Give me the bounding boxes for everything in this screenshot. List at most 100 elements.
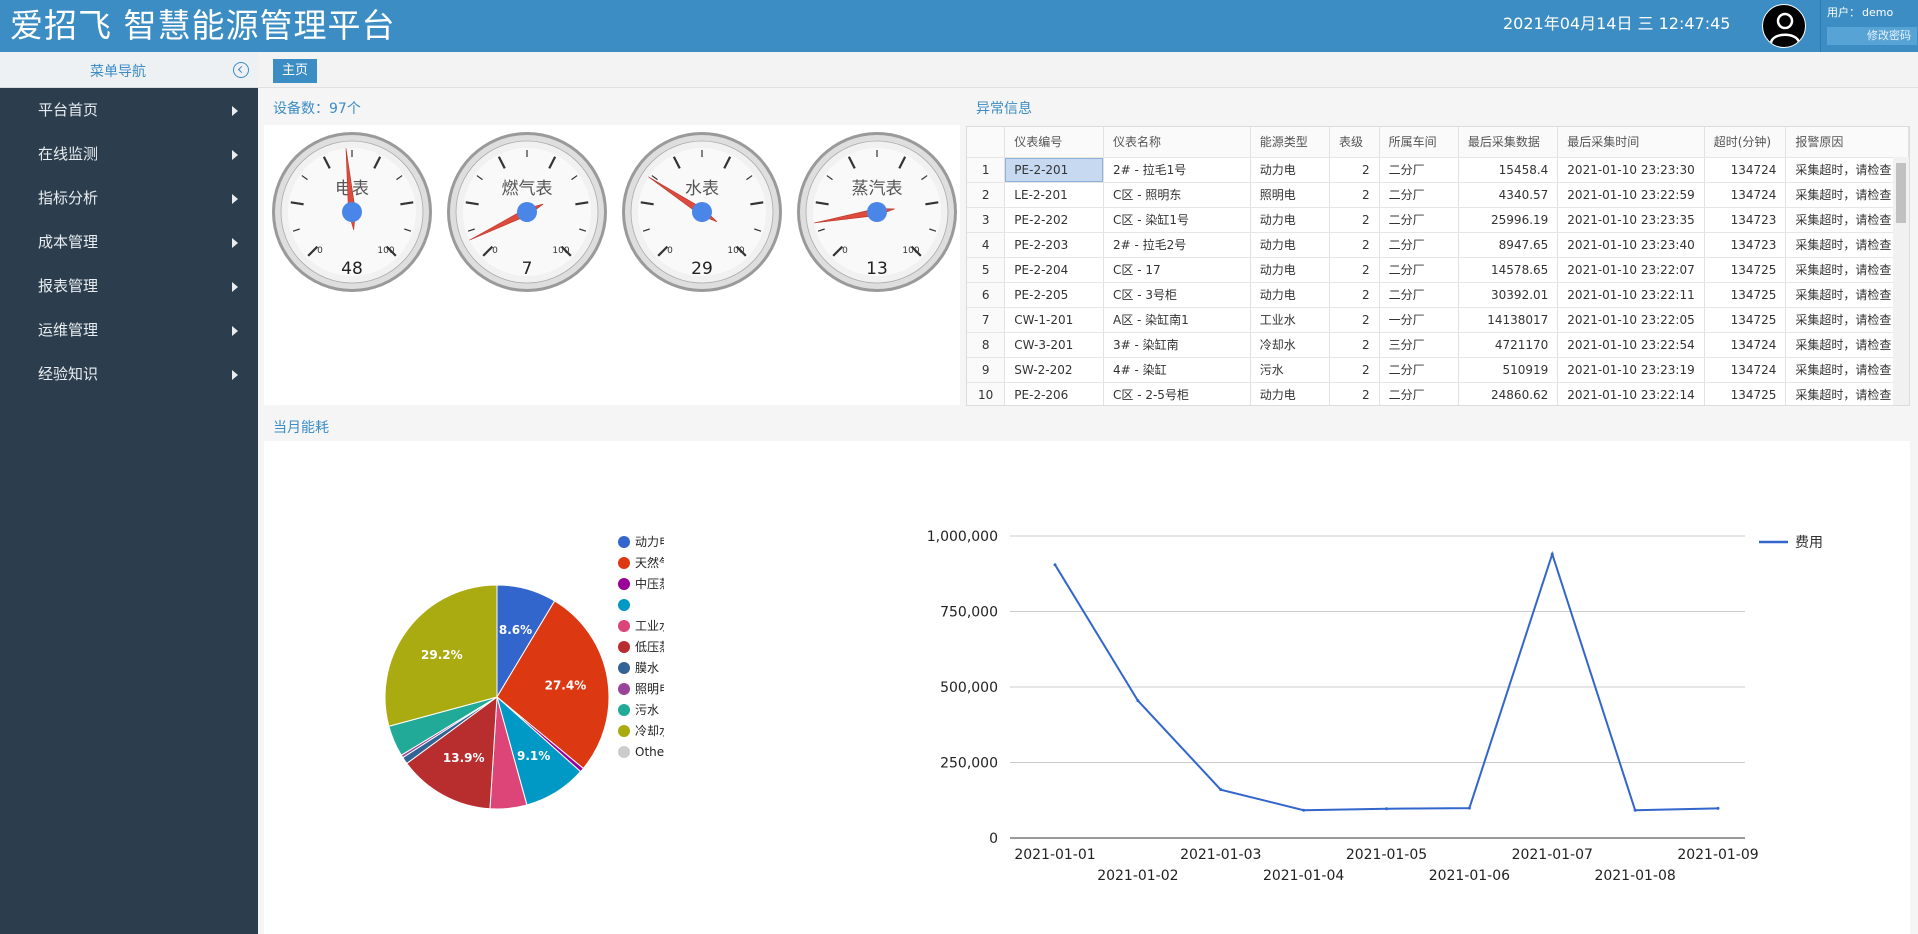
table-cell[interactable]: 冷却水 — [1250, 332, 1331, 358]
column-header[interactable]: 仪表名称 — [1103, 127, 1251, 158]
table-cell[interactable]: 2021-01-10 23:22:11 — [1557, 282, 1705, 308]
table-cell[interactable]: 2 — [1329, 182, 1380, 208]
table-cell[interactable]: 2021-01-10 23:22:14 — [1557, 382, 1705, 405]
table-scrollbar[interactable] — [1893, 157, 1909, 405]
table-cell[interactable]: 采集超时，请检查 — [1785, 282, 1909, 308]
table-row[interactable]: 3 PE-2-202 C区 - 染缸1号 动力电 2 二分厂 25996.19 2021-01… — [967, 207, 1909, 233]
table-cell[interactable]: C区 - 2-5号柜 — [1103, 382, 1251, 405]
collapse-sidebar-icon[interactable] — [233, 62, 249, 78]
pie-slice[interactable] — [384, 584, 498, 727]
table-row[interactable]: 2 LE-2-201 C区 - 照明东 照明电 2 二分厂 4340.57 2021-01-1… — [967, 182, 1909, 208]
table-cell[interactable]: 2 — [1329, 332, 1380, 358]
table-cell[interactable]: 采集超时，请检查 — [1785, 207, 1909, 233]
row-number-cell[interactable]: 4 — [967, 232, 1006, 258]
table-cell[interactable]: 2021-01-10 23:22:05 — [1557, 307, 1705, 333]
table-cell[interactable]: 采集超时，请检查 — [1785, 382, 1909, 405]
table-cell[interactable]: 14578.65 — [1458, 257, 1559, 283]
table-cell[interactable]: 134724 — [1704, 182, 1787, 208]
table-cell[interactable]: 134725 — [1704, 257, 1787, 283]
table-row[interactable]: 1 PE-2-201 2# - 拉毛1号 动力电 2 二分厂 15458.4 2021-01-… — [967, 157, 1909, 183]
table-cell[interactable]: 2 — [1329, 232, 1380, 258]
column-header[interactable]: 最后采集时间 — [1557, 127, 1705, 158]
column-header[interactable]: 仪表编号 — [1004, 127, 1104, 158]
table-cell[interactable]: 510919 — [1458, 357, 1559, 383]
legend-label[interactable]: 冷却水 — [635, 724, 664, 738]
table-cell[interactable]: 2021-01-10 23:23:19 — [1557, 357, 1705, 383]
table-cell[interactable]: 30392.01 — [1458, 282, 1559, 308]
series-line[interactable] — [1054, 550, 1719, 812]
table-row[interactable]: 9 SW-2-202 4# - 染缸 污水 2 二分厂 510919 2021-01-10 2… — [967, 357, 1909, 383]
row-number-cell[interactable]: 5 — [967, 257, 1006, 283]
table-cell[interactable]: 15458.4 — [1458, 157, 1559, 183]
legend-label[interactable]: 低压蒸汽 — [635, 639, 664, 654]
row-number-cell[interactable]: 3 — [967, 207, 1006, 233]
legend-label[interactable]: 天然气 — [635, 555, 664, 570]
table-cell[interactable]: 一分厂 — [1379, 307, 1459, 333]
table-cell[interactable]: 污水 — [1250, 357, 1331, 383]
table-cell[interactable]: C区 - 17 — [1103, 257, 1251, 283]
table-cell[interactable]: 动力电 — [1250, 232, 1331, 258]
data-point[interactable] — [1053, 563, 1057, 567]
table-cell[interactable]: 2021-01-10 23:23:35 — [1557, 207, 1705, 233]
table-cell[interactable]: PE-2-202 — [1004, 207, 1104, 233]
table-row[interactable]: 8 CW-3-201 3# - 染缸南 冷却水 2 三分厂 4721170 2021-01-1… — [967, 332, 1909, 358]
column-header[interactable]: 最后采集数据 — [1458, 127, 1559, 158]
row-number-cell[interactable]: 7 — [967, 307, 1006, 333]
legend-label[interactable]: 照明电 — [635, 682, 664, 696]
table-cell[interactable]: 2021-01-10 23:23:30 — [1557, 157, 1705, 183]
table-cell[interactable]: 25996.19 — [1458, 207, 1559, 233]
data-point[interactable] — [1550, 552, 1554, 556]
table-cell[interactable]: 动力电 — [1250, 282, 1331, 308]
sidebar-item-monitoring[interactable]: 在线监测 — [0, 132, 258, 176]
table-cell[interactable]: 二分厂 — [1379, 182, 1459, 208]
table-cell[interactable]: 2021-01-10 23:23:40 — [1557, 232, 1705, 258]
legend-label[interactable]: Other — [635, 745, 664, 759]
table-cell[interactable]: 4# - 染缸 — [1103, 357, 1251, 383]
table-cell[interactable]: 二分厂 — [1379, 232, 1459, 258]
column-header[interactable]: 所属车间 — [1379, 127, 1459, 158]
table-cell[interactable]: C区 - 染缸1号 — [1103, 207, 1251, 233]
data-point[interactable] — [1136, 699, 1140, 703]
table-cell[interactable]: CW-3-201 — [1004, 332, 1104, 358]
table-cell[interactable]: 134723 — [1704, 207, 1787, 233]
table-cell[interactable]: C区 - 照明东 — [1103, 182, 1251, 208]
data-point[interactable] — [1219, 788, 1223, 792]
table-cell[interactable]: 二分厂 — [1379, 357, 1459, 383]
column-header[interactable] — [967, 127, 1006, 158]
row-number-cell[interactable]: 1 — [967, 157, 1006, 183]
table-cell[interactable]: 134723 — [1704, 232, 1787, 258]
table-cell[interactable]: 2 — [1329, 257, 1380, 283]
table-cell[interactable]: 采集超时，请检查 — [1785, 257, 1909, 283]
table-cell[interactable]: 采集超时，请检查 — [1785, 332, 1909, 358]
table-cell[interactable]: LE-2-201 — [1004, 182, 1104, 208]
table-cell[interactable]: PE-2-204 — [1004, 257, 1104, 283]
table-cell[interactable]: 2 — [1329, 282, 1380, 308]
table-cell[interactable]: 采集超时，请检查 — [1785, 232, 1909, 258]
table-cell[interactable]: 动力电 — [1250, 257, 1331, 283]
table-cell[interactable]: 2# - 拉毛1号 — [1103, 157, 1251, 183]
table-row[interactable]: 4 PE-2-203 2# - 拉毛2号 动力电 2 二分厂 8947.65 2021-01-… — [967, 232, 1909, 258]
table-cell[interactable]: 134725 — [1704, 382, 1787, 405]
table-cell[interactable]: 3# - 染缸南 — [1103, 332, 1251, 358]
table-cell[interactable]: SW-2-202 — [1004, 357, 1104, 383]
legend-label[interactable]: 膜水 — [635, 661, 659, 675]
table-cell[interactable]: 动力电 — [1250, 157, 1331, 183]
table-cell[interactable]: 4340.57 — [1458, 182, 1559, 208]
legend-label[interactable]: 中压蒸汽 — [635, 576, 664, 591]
table-row[interactable]: 5 PE-2-204 C区 - 17 动力电 2 二分厂 14578.65 2021-01-1… — [967, 257, 1909, 283]
table-cell[interactable]: 14138017 — [1458, 307, 1559, 333]
legend-label[interactable]: 费用 — [1795, 535, 1823, 551]
scrollbar-thumb[interactable] — [1896, 163, 1906, 223]
table-cell[interactable]: 134724 — [1704, 332, 1787, 358]
table-cell[interactable]: 2021-01-10 23:22:07 — [1557, 257, 1705, 283]
table-cell[interactable]: 134725 — [1704, 307, 1787, 333]
table-cell[interactable]: 2021-01-10 23:22:54 — [1557, 332, 1705, 358]
change-password-button[interactable]: 修改密码 — [1827, 27, 1917, 45]
table-cell[interactable]: 2021-01-10 23:22:59 — [1557, 182, 1705, 208]
table-cell[interactable]: 工业水 — [1250, 307, 1331, 333]
column-header[interactable]: 能源类型 — [1250, 127, 1331, 158]
data-point[interactable] — [1302, 808, 1306, 812]
table-cell[interactable]: 2 — [1329, 157, 1380, 183]
table-cell[interactable]: 二分厂 — [1379, 157, 1459, 183]
data-point[interactable] — [1716, 806, 1720, 810]
